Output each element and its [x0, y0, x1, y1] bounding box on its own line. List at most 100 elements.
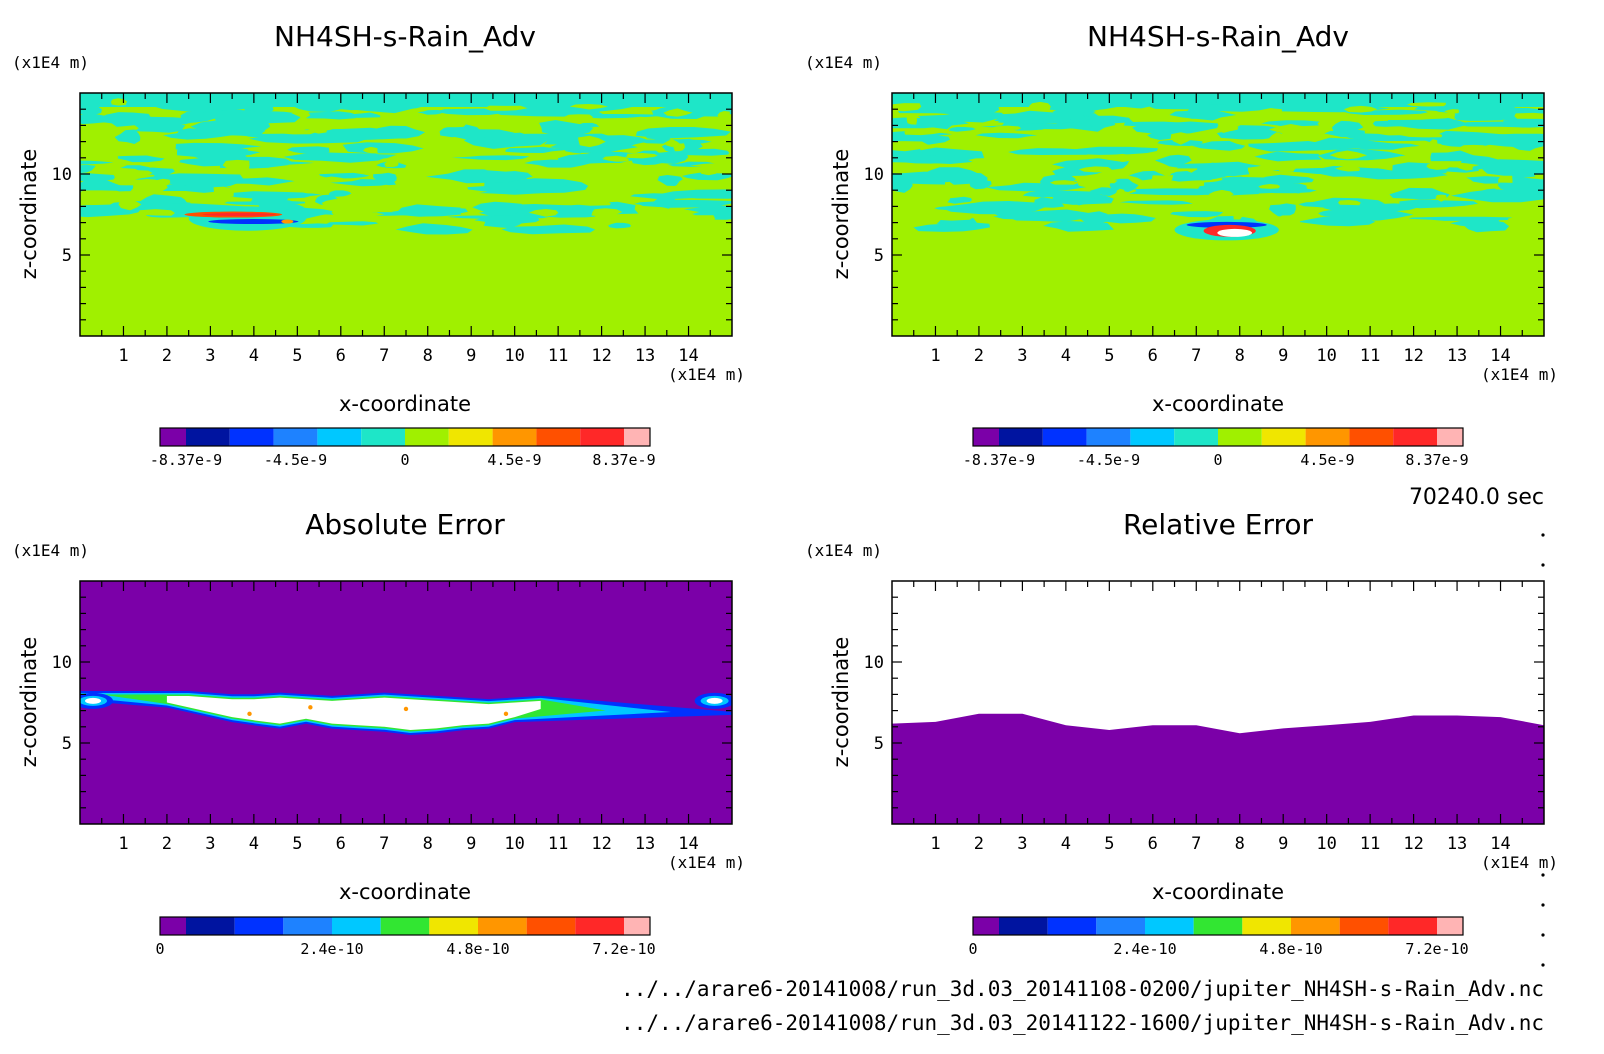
x-tick-label: 9 — [1278, 346, 1288, 366]
y-axis-label: z-coordinate — [829, 149, 853, 280]
turbulence-blob — [346, 112, 381, 118]
turbulence-blob — [417, 109, 445, 115]
colorbar-label: 0 — [155, 940, 164, 958]
turbulence-hole — [1343, 105, 1378, 113]
x-tick-label: 6 — [336, 346, 346, 366]
turbulence-hole — [262, 129, 305, 134]
turbulence-hole — [569, 104, 608, 110]
turbulence-blob — [80, 164, 96, 173]
turbulence-blob — [115, 203, 245, 210]
turbulence-hole — [133, 179, 161, 184]
x-unit-label: (x1E4 m) — [668, 365, 745, 384]
x-tick-label: 5 — [292, 346, 302, 366]
x-tick-label: 13 — [635, 834, 655, 854]
turbulence-blob — [80, 160, 114, 165]
turbulence-hole — [1514, 112, 1544, 119]
x-tick-label: 4 — [249, 346, 259, 366]
turbulence-blob — [1480, 188, 1502, 201]
turbulence-blob — [395, 223, 473, 235]
turbulence-blob — [1430, 150, 1479, 162]
turbulence-blob — [80, 183, 134, 193]
turbulence-blob — [202, 110, 294, 116]
turbulence-hole — [1399, 132, 1443, 138]
turbulence-hole — [137, 209, 175, 216]
colorbar-swatch — [1437, 428, 1463, 446]
turbulence-hole — [677, 179, 689, 190]
colorbar-frame — [972, 427, 1464, 447]
y-tick-label: 10 — [52, 165, 72, 185]
colorbar-label: 8.37e-9 — [592, 451, 655, 469]
turbulence-blob — [485, 181, 567, 190]
x-tick-label: 13 — [1447, 346, 1467, 366]
turbulence-hole — [222, 159, 250, 170]
colorbar-label: 0 — [968, 940, 977, 958]
turbulence-blob — [188, 146, 249, 163]
turbulence-blob — [1486, 102, 1511, 115]
turbulence-hole — [892, 141, 930, 152]
turbulence-blob — [257, 199, 294, 205]
turbulence-blob — [1324, 129, 1365, 138]
turbulence-hole — [1028, 101, 1051, 111]
colorbar-label: 4.8e-10 — [1259, 940, 1322, 958]
turbulence-blob — [524, 159, 592, 168]
turbulence-blob — [1468, 159, 1544, 168]
turbulence-hole — [694, 215, 716, 223]
turbulence-hole — [1329, 150, 1368, 160]
colorbar-swatch — [160, 917, 186, 935]
turbulence-blob — [1109, 178, 1139, 192]
x-tick-label: 11 — [1360, 346, 1380, 366]
turbulence-hole — [638, 212, 654, 223]
turbulence-hole — [626, 116, 656, 122]
colorbar-swatch — [973, 917, 999, 935]
turbulence-hole — [904, 130, 942, 136]
panel-title: NH4SH-s-Rain_Adv — [1087, 20, 1349, 53]
y-axis-label: z-coordinate — [829, 637, 853, 768]
error-speck — [403, 706, 409, 712]
feature-halo — [188, 206, 307, 231]
turbulence-blob — [305, 111, 359, 120]
x-tick-label: 8 — [423, 834, 433, 854]
colorbar-swatch — [332, 917, 381, 935]
colorbar-label: 7.2e-10 — [592, 940, 655, 958]
turbulence-hole — [557, 217, 585, 221]
turbulence-blob — [934, 205, 984, 211]
turbulence-blob — [451, 155, 530, 161]
turbulence-blob — [287, 146, 330, 155]
turbulence-hole — [892, 103, 922, 112]
colorbar-swatch — [1437, 917, 1463, 935]
colorbar-label: 4.5e-9 — [1300, 451, 1354, 469]
turbulence-blob — [1254, 151, 1322, 162]
turbulence-hole — [717, 111, 730, 121]
colorbar-frame — [159, 427, 651, 447]
turbulence-hole — [1435, 194, 1447, 202]
colorbar-swatch — [1242, 917, 1291, 935]
turbulence-hole — [369, 204, 384, 213]
turbulence-hole — [337, 210, 385, 219]
colorbar-swatch — [1042, 428, 1087, 446]
x-tick-label: 10 — [1316, 346, 1336, 366]
turbulence-blob — [396, 97, 452, 106]
turbulence-blob — [1508, 169, 1537, 178]
turbulence-blob — [975, 132, 1038, 139]
colorbar-swatch — [1393, 428, 1437, 446]
colorbar-swatch — [999, 428, 1043, 446]
panel-top-left: NH4SH-s-Rain_Adv (x1E4 m) 1 2 3 4 5 6 7 8 9 10 11 1… — [12, 20, 745, 469]
turbulence-blob — [425, 169, 533, 184]
turbulence-hole — [926, 215, 973, 221]
turbulence-hole — [1427, 114, 1453, 119]
colorbar-swatch — [186, 917, 235, 935]
turbulence-blob — [1008, 148, 1088, 155]
x-tick-label: 1 — [930, 834, 940, 854]
turbulence-blob — [225, 177, 295, 186]
colorbar-swatch — [580, 428, 624, 446]
turbulence-hole — [700, 167, 718, 176]
error-speck — [308, 705, 313, 710]
turbulence-hole — [673, 143, 686, 152]
x-tick-label: 8 — [1235, 346, 1245, 366]
turbulence-blob — [180, 107, 223, 123]
x-tick-label: 11 — [548, 834, 568, 854]
turbulence-blob — [283, 152, 388, 163]
colorbar-label: 0 — [400, 451, 409, 469]
